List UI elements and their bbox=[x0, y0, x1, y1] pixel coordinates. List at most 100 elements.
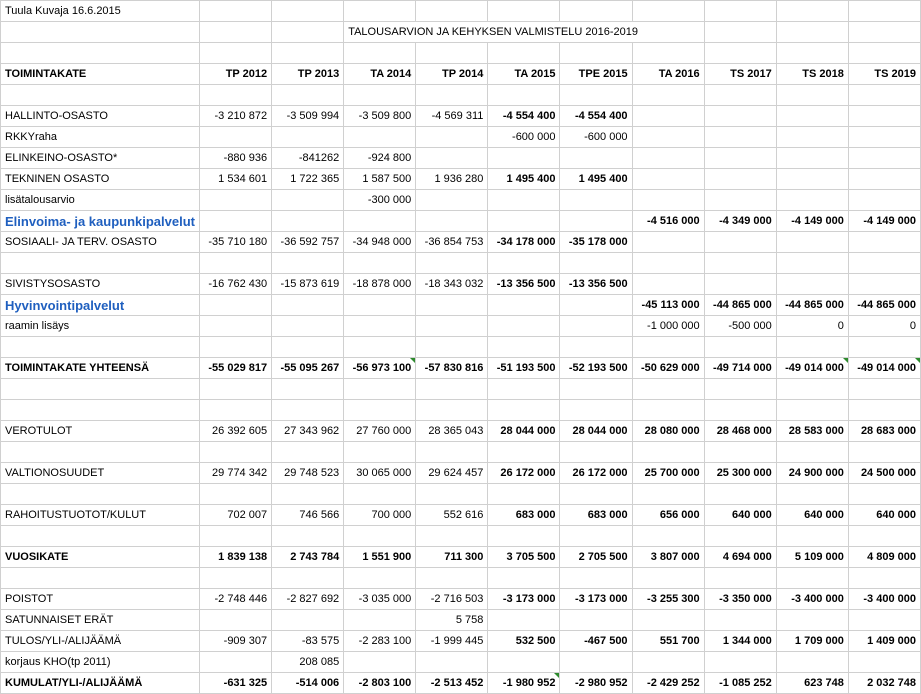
data-cell: 3 705 500 bbox=[488, 547, 560, 568]
data-cell bbox=[776, 190, 848, 211]
data-cell bbox=[344, 127, 416, 148]
data-cell bbox=[776, 106, 848, 127]
data-cell bbox=[632, 379, 704, 400]
title-cell: TALOUSARVION JA KEHYKSEN VALMISTELU 2016… bbox=[344, 22, 704, 43]
data-cell bbox=[776, 127, 848, 148]
data-cell bbox=[344, 400, 416, 421]
data-cell bbox=[632, 652, 704, 673]
data-cell: -631 325 bbox=[200, 673, 272, 694]
data-cell bbox=[344, 568, 416, 589]
data-cell: -600 000 bbox=[488, 127, 560, 148]
data-cell: 656 000 bbox=[632, 505, 704, 526]
data-cell bbox=[560, 652, 632, 673]
data-cell bbox=[848, 400, 920, 421]
data-cell bbox=[344, 442, 416, 463]
data-cell: -2 429 252 bbox=[632, 673, 704, 694]
data-row: ELINKEINO-OSASTO*-880 936-841262-924 800 bbox=[1, 148, 921, 169]
data-cell bbox=[776, 484, 848, 505]
data-cell: 700 000 bbox=[344, 505, 416, 526]
data-cell bbox=[704, 274, 776, 295]
budget-table: Tuula Kuvaja 16.6.2015 TALOUSARVION JA KE… bbox=[0, 0, 921, 694]
row-title: TALOUSARVION JA KEHYKSEN VALMISTELU 2016… bbox=[1, 22, 921, 43]
data-row: SATUNNAISET ERÄT5 758 bbox=[1, 610, 921, 631]
data-row: Elinvoima- ja kaupunkipalvelut-4 516 000… bbox=[1, 211, 921, 232]
row-label: HALLINTO-OSASTO bbox=[1, 106, 200, 127]
col-header-3: TA 2014 bbox=[344, 64, 416, 85]
data-cell bbox=[416, 442, 488, 463]
data-cell bbox=[416, 337, 488, 358]
data-row bbox=[1, 337, 921, 358]
row-label bbox=[1, 526, 200, 547]
data-cell bbox=[560, 295, 632, 316]
row-label: TULOS/YLI-/ALIJÄÄMÄ bbox=[1, 631, 200, 652]
data-cell: 0 bbox=[848, 316, 920, 337]
data-cell: 1 409 000 bbox=[848, 631, 920, 652]
data-cell: -51 193 500 bbox=[488, 358, 560, 379]
data-cell: -2 513 452 bbox=[416, 673, 488, 694]
data-cell bbox=[488, 484, 560, 505]
data-cell bbox=[560, 610, 632, 631]
data-cell: -49 014 000 bbox=[776, 358, 848, 379]
data-cell: -50 629 000 bbox=[632, 358, 704, 379]
data-cell bbox=[632, 253, 704, 274]
data-cell: -2 748 446 bbox=[200, 589, 272, 610]
col-header-10: TS 2019 bbox=[848, 64, 920, 85]
row-label: ELINKEINO-OSASTO* bbox=[1, 148, 200, 169]
col-header-5: TA 2015 bbox=[488, 64, 560, 85]
data-cell: 3 807 000 bbox=[632, 547, 704, 568]
data-cell bbox=[704, 127, 776, 148]
data-cell: -18 343 032 bbox=[416, 274, 488, 295]
data-cell bbox=[704, 379, 776, 400]
data-cell: -52 193 500 bbox=[560, 358, 632, 379]
data-cell bbox=[200, 400, 272, 421]
data-cell bbox=[560, 442, 632, 463]
data-cell bbox=[632, 169, 704, 190]
data-cell bbox=[704, 484, 776, 505]
data-cell: -3 509 800 bbox=[344, 106, 416, 127]
data-cell: 30 065 000 bbox=[344, 463, 416, 484]
data-cell: 702 007 bbox=[200, 505, 272, 526]
data-cell bbox=[416, 190, 488, 211]
data-cell: 1 344 000 bbox=[704, 631, 776, 652]
data-row: SOSIAALI- JA TERV. OSASTO-35 710 180-36 … bbox=[1, 232, 921, 253]
data-cell bbox=[344, 316, 416, 337]
data-cell: -3 210 872 bbox=[200, 106, 272, 127]
data-cell bbox=[632, 337, 704, 358]
data-cell bbox=[632, 610, 704, 631]
data-cell: -4 554 400 bbox=[488, 106, 560, 127]
data-cell bbox=[848, 190, 920, 211]
row-label: SIVISTYSOSASTO bbox=[1, 274, 200, 295]
data-cell bbox=[200, 652, 272, 673]
data-cell bbox=[632, 526, 704, 547]
data-cell bbox=[560, 568, 632, 589]
data-cell: -2 716 503 bbox=[416, 589, 488, 610]
data-cell: -35 710 180 bbox=[200, 232, 272, 253]
data-row: VEROTULOT26 392 60527 343 96227 760 0002… bbox=[1, 421, 921, 442]
data-cell: -44 865 000 bbox=[704, 295, 776, 316]
data-cell: 26 172 000 bbox=[488, 463, 560, 484]
data-cell bbox=[848, 274, 920, 295]
data-cell: -3 400 000 bbox=[776, 589, 848, 610]
data-cell: -600 000 bbox=[560, 127, 632, 148]
row-label: VALTIONOSUUDET bbox=[1, 463, 200, 484]
data-cell: -500 000 bbox=[704, 316, 776, 337]
data-cell: 683 000 bbox=[560, 505, 632, 526]
data-cell bbox=[344, 379, 416, 400]
data-cell: -4 569 311 bbox=[416, 106, 488, 127]
data-cell bbox=[776, 379, 848, 400]
data-row: TEKNINEN OSASTO1 534 6011 722 3651 587 5… bbox=[1, 169, 921, 190]
data-cell: 29 774 342 bbox=[200, 463, 272, 484]
data-cell: -2 827 692 bbox=[272, 589, 344, 610]
author-date-cell: Tuula Kuvaja 16.6.2015 bbox=[1, 1, 200, 22]
data-cell bbox=[632, 106, 704, 127]
data-row: POISTOT-2 748 446-2 827 692-3 035 000-2 … bbox=[1, 589, 921, 610]
data-cell bbox=[416, 148, 488, 169]
row-label: Hyvinvointipalvelut bbox=[1, 295, 200, 316]
data-cell: 27 760 000 bbox=[344, 421, 416, 442]
data-cell: -514 006 bbox=[272, 673, 344, 694]
row-label bbox=[1, 442, 200, 463]
data-cell: -3 173 000 bbox=[560, 589, 632, 610]
data-cell bbox=[704, 400, 776, 421]
row-col-headers: TOIMINTAKATETP 2012TP 2013TA 2014TP 2014… bbox=[1, 64, 921, 85]
data-cell bbox=[272, 190, 344, 211]
